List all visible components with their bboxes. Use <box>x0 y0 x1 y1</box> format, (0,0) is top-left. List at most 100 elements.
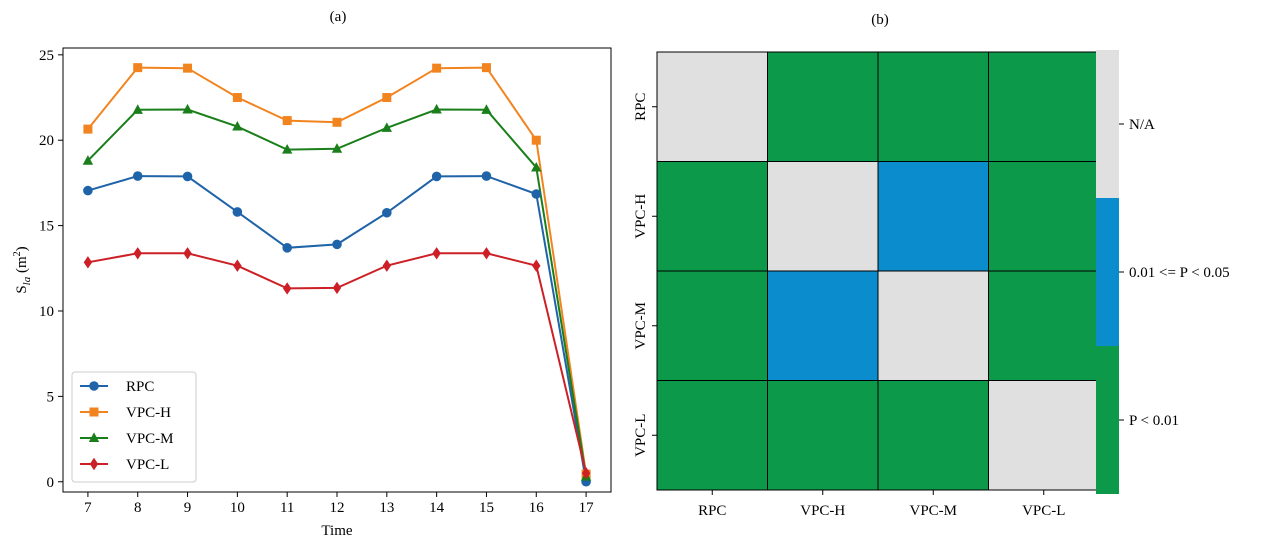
colorbar: N/A 0.01 <= P < 0.05 P < 0.01 <box>1096 50 1230 494</box>
x-tick-label: 9 <box>184 500 192 516</box>
colorbar-segment <box>1096 198 1119 346</box>
data-point-vpc-h <box>481 63 491 73</box>
data-point-vpc-m <box>82 155 94 165</box>
data-point-rpc <box>232 207 243 217</box>
x-tick-label: 16 <box>529 500 545 516</box>
heatmap-cell <box>877 51 989 162</box>
y-tick-label: 15 <box>39 219 54 235</box>
column-label: VPC-M <box>909 503 957 519</box>
legend-marker-rpc <box>89 381 99 391</box>
data-point-rpc <box>382 207 392 218</box>
data-point-rpc <box>282 243 292 253</box>
heatmap-cell <box>656 380 768 491</box>
column-label: VPC-L <box>1022 503 1065 519</box>
data-point-vpc-l <box>382 259 392 272</box>
data-point-vpc-h <box>332 117 342 127</box>
legend-label: RPC <box>126 379 154 395</box>
colorbar-label: N/A <box>1129 117 1155 133</box>
legend-marker-vpc-m <box>88 432 100 442</box>
data-point-vpc-l <box>432 247 441 260</box>
colorbar-segment <box>1096 50 1119 198</box>
heatmap-cell <box>767 380 879 491</box>
heatmap-cell <box>767 270 879 381</box>
heatmap-cell <box>877 161 989 272</box>
colorbar-label: 0.01 <= P < 0.05 <box>1129 265 1230 281</box>
row-label: RPC <box>633 93 649 121</box>
x-tick-label: 7 <box>84 500 92 516</box>
legend-label: VPC-M <box>126 431 174 447</box>
legend-label: VPC-H <box>126 405 171 421</box>
data-point-vpc-h <box>432 63 442 73</box>
data-point-vpc-h <box>133 63 143 73</box>
data-point-rpc <box>431 171 442 182</box>
x-tick-label: 11 <box>280 500 294 516</box>
x-tick-label: 10 <box>230 500 245 516</box>
data-point-vpc-h <box>232 93 242 103</box>
x-tick-label: 17 <box>579 500 595 516</box>
heatmap-cell <box>656 161 768 272</box>
data-point-vpc-m <box>531 161 542 172</box>
heatmap-cell <box>988 380 1100 491</box>
y-tick-label: 20 <box>39 133 54 149</box>
colorbar-label: P < 0.01 <box>1129 413 1179 429</box>
x-tick-label: 15 <box>479 500 494 516</box>
data-point-vpc-m <box>331 143 343 153</box>
series-markers <box>82 63 592 487</box>
row-label: VPC-M <box>633 302 649 350</box>
data-point-vpc-l <box>532 259 541 272</box>
data-point-vpc-l <box>83 256 93 269</box>
data-point-vpc-h <box>183 63 193 73</box>
y-tick-label: 25 <box>39 48 54 64</box>
heatmap-cell <box>988 51 1100 162</box>
colorbar-segment <box>1096 346 1119 494</box>
legend-marker-vpc-l <box>89 457 99 471</box>
y-axis-ticks: 0 5 10 15 20 25 <box>39 48 63 491</box>
data-point-vpc-l <box>183 247 192 260</box>
heatmap-cell <box>988 270 1100 381</box>
x-axis-label: Time <box>321 523 352 539</box>
panel-a-title: (a) <box>330 9 347 25</box>
legend-label: VPC-L <box>126 457 169 473</box>
legend-marker-vpc-h <box>89 407 99 417</box>
heatmap-cells <box>656 51 1100 491</box>
data-point-rpc <box>83 185 93 196</box>
data-point-vpc-m <box>132 104 143 114</box>
data-point-vpc-l <box>581 467 591 480</box>
data-point-rpc <box>531 189 542 199</box>
heatmap-chart: RPC VPC-H VPC-M VPC-L RPC VPC-H VPC-M VPC-L N/… <box>633 50 1230 519</box>
x-tick-label: 12 <box>330 500 345 516</box>
legend-box <box>71 371 197 483</box>
x-tick-label: 14 <box>429 500 445 516</box>
column-label: VPC-H <box>800 503 845 519</box>
data-point-rpc <box>481 171 492 181</box>
x-axis-ticks: 7 8 9 10 11 12 13 14 15 16 17 <box>84 492 594 516</box>
data-point-vpc-l <box>133 247 142 260</box>
panel-b-title: (b) <box>871 12 889 28</box>
data-point-vpc-m <box>431 103 442 114</box>
column-label: RPC <box>698 503 726 519</box>
data-point-vpc-h <box>83 124 93 134</box>
data-point-vpc-h <box>531 135 541 145</box>
data-point-vpc-m <box>232 120 243 131</box>
row-labels: RPC VPC-H VPC-M VPC-L <box>633 93 657 457</box>
x-tick-label: 8 <box>134 500 142 516</box>
data-point-vpc-m <box>381 122 393 132</box>
x-tick-label: 13 <box>379 500 394 516</box>
data-point-vpc-l <box>332 281 342 295</box>
data-point-vpc-l <box>233 259 242 272</box>
data-point-rpc <box>132 171 143 181</box>
data-point-vpc-m <box>182 103 193 114</box>
data-point-vpc-l <box>482 247 491 260</box>
data-point-vpc-h <box>282 116 292 126</box>
data-point-vpc-h <box>382 93 392 103</box>
data-point-rpc <box>332 239 342 250</box>
column-labels: RPC VPC-H VPC-M VPC-L <box>698 490 1065 519</box>
row-label: VPC-H <box>633 194 649 239</box>
data-point-rpc <box>182 171 193 182</box>
line-chart: 7 8 9 10 11 12 13 14 15 16 17 0 5 10 15 20 25 Time Sla … <box>12 47 612 539</box>
heatmap-cell <box>656 270 768 381</box>
row-label: VPC-L <box>633 414 649 457</box>
legend: RPC VPC-H VPC-M VPC-L <box>71 371 197 483</box>
data-point-vpc-m <box>281 144 293 154</box>
